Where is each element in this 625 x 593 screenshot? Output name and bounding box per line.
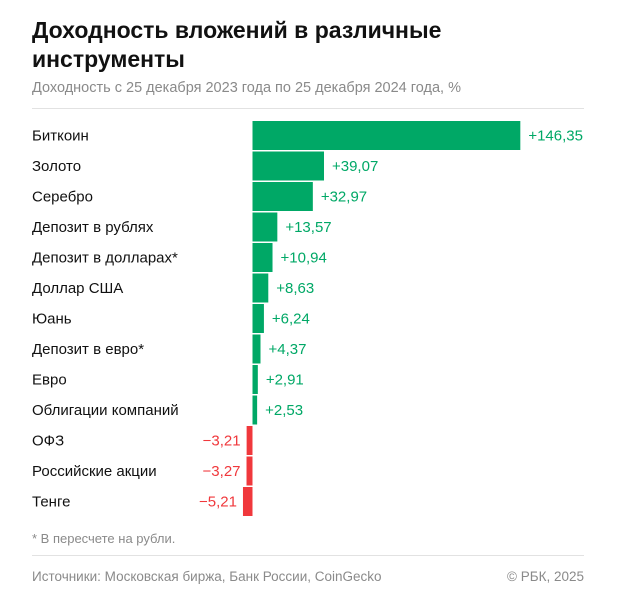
bar (246, 426, 253, 455)
value-label: +6,24 (272, 311, 310, 328)
category-label: ОФЗ (32, 433, 64, 450)
bar (252, 243, 273, 272)
bar (252, 304, 264, 333)
top-divider (32, 108, 584, 109)
bar (252, 212, 278, 242)
category-label: Депозит в рублях (32, 219, 154, 236)
value-label: +2,53 (265, 402, 303, 419)
bar (252, 273, 269, 303)
bar (246, 456, 253, 486)
bar (252, 121, 521, 150)
category-label: Доллар США (32, 280, 123, 297)
category-label: Золото (32, 158, 81, 175)
bar (252, 395, 258, 425)
value-label: +8,63 (276, 280, 314, 297)
category-label: Биткоин (32, 128, 89, 145)
category-label: Депозит в евро* (32, 341, 144, 358)
category-label: Тенге (32, 494, 70, 511)
category-label: Депозит в долларах* (32, 250, 178, 267)
bar (252, 365, 258, 394)
category-label: Серебро (32, 189, 93, 206)
category-label: Облигации компаний (32, 402, 179, 419)
category-label: Российские акции (32, 463, 157, 480)
bar (252, 182, 313, 211)
value-label: +39,07 (332, 158, 378, 175)
source-note: Источники: Московская биржа, Банк России… (32, 569, 382, 584)
category-label: Евро (32, 372, 67, 389)
footnote: * В пересчете на рубли. (32, 531, 176, 546)
value-label: +4,37 (268, 341, 306, 358)
chart-subtitle: Доходность с 25 декабря 2023 года по 25 … (32, 80, 461, 96)
chart-title: Доходность вложений в различные инструме… (32, 17, 442, 72)
value-label: +2,91 (266, 372, 304, 389)
value-label: −3,21 (203, 433, 241, 450)
category-label: Юань (32, 311, 72, 328)
bar (242, 487, 253, 516)
bar (252, 334, 261, 364)
value-label: −3,27 (203, 463, 241, 480)
bottom-divider (32, 555, 584, 556)
copyright: © РБК, 2025 (507, 569, 584, 584)
value-label: −5,21 (199, 494, 237, 511)
value-label: +13,57 (285, 219, 331, 236)
bar (252, 151, 324, 181)
value-label: +10,94 (281, 250, 327, 267)
value-label: +32,97 (321, 189, 367, 206)
value-label: +146,35 (528, 128, 583, 145)
